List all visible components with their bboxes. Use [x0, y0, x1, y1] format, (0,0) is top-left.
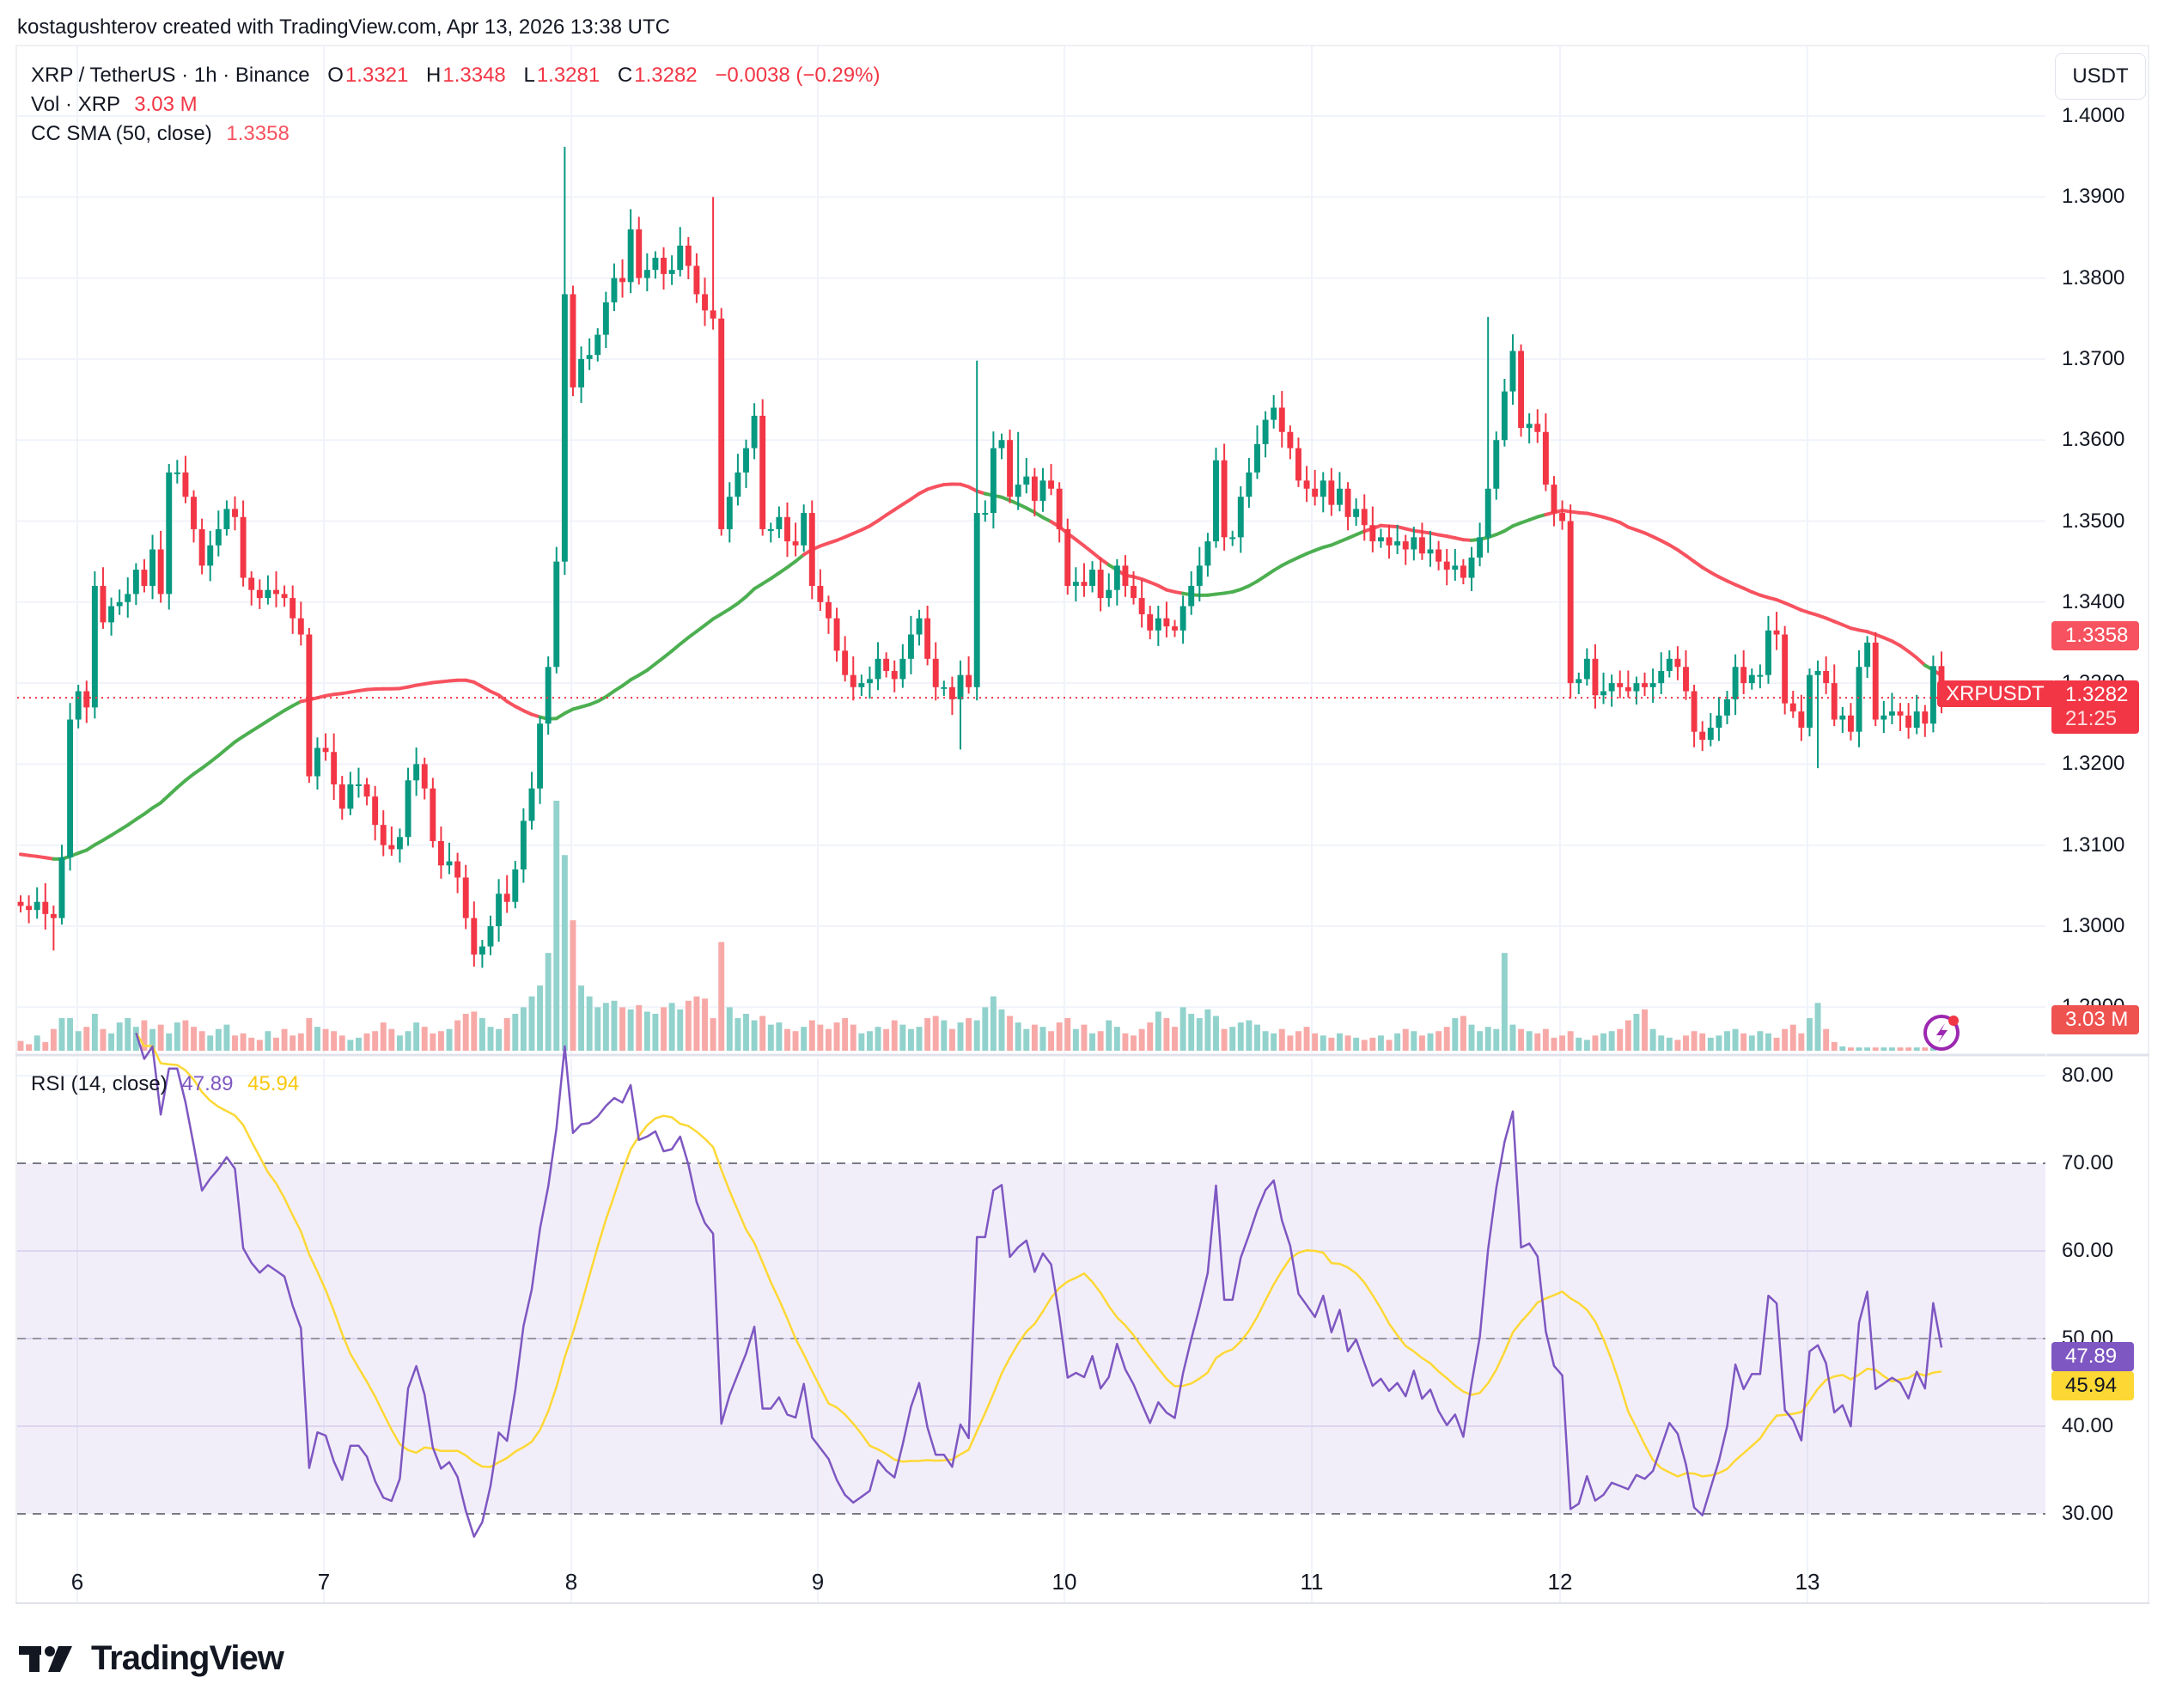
time-axis-label: 12 — [1547, 1569, 1573, 1595]
currency-button[interactable]: USDT — [2055, 53, 2146, 100]
rsi-label: RSI (14, close) — [31, 1072, 168, 1095]
rsi-ma-value: 45.94 — [247, 1072, 300, 1095]
tradingview-logo[interactable]: TradingView — [19, 1639, 284, 1678]
volume-label: Vol · XRP — [31, 93, 120, 116]
price-axis-label: 1.3200 — [2062, 752, 2125, 776]
time-axis-label: 7 — [317, 1569, 331, 1595]
price-axis-label: 1.3700 — [2062, 346, 2125, 370]
price-axis-label: 1.4000 — [2062, 104, 2125, 127]
low-label: L — [523, 64, 535, 87]
price-axis-label: 1.3100 — [2062, 833, 2125, 857]
close-label: C — [617, 64, 633, 87]
time-axis-label: 6 — [70, 1569, 84, 1595]
price-axis-label: 1.3600 — [2062, 428, 2125, 452]
tradingview-logo-icon — [19, 1645, 72, 1672]
rsi-axis-label: 30.00 — [2062, 1502, 2114, 1525]
logo-text: TradingView — [91, 1639, 284, 1677]
last-price-value: 1.3282 — [2065, 683, 2129, 706]
time-axis-label: 11 — [1300, 1569, 1324, 1595]
last-price-tag: 1.3282 21:25 — [2051, 680, 2139, 734]
price-axis-label: 1.3400 — [2062, 589, 2125, 613]
bar-countdown: 21:25 — [2065, 707, 2118, 730]
price-axis-label: 1.3000 — [2062, 914, 2125, 937]
high-label: H — [426, 64, 442, 87]
price-axis-label: 1.3500 — [2062, 509, 2125, 533]
time-axis-label: 13 — [1795, 1569, 1820, 1595]
symbol-legend[interactable]: XRP / TetherUS · 1h · Binance O1.3321 H1… — [31, 64, 880, 88]
volume-value: 3.03 M — [134, 93, 198, 116]
chart-credit: kostagushterov created with TradingView.… — [17, 15, 670, 39]
rsi-legend[interactable]: RSI (14, close) 47.89 45.94 — [31, 1072, 299, 1096]
volume-legend[interactable]: Vol · XRP 3.03 M — [31, 93, 198, 117]
lightning-icon[interactable] — [1921, 1010, 1966, 1055]
rsi-axis-label: 80.00 — [2062, 1064, 2114, 1087]
rsi-axis-label: 70.00 — [2062, 1151, 2114, 1174]
price-axis-label: 1.3900 — [2062, 185, 2125, 209]
rsi-ma-tag: 45.94 — [2051, 1371, 2134, 1400]
sma-value: 1.3358 — [226, 122, 290, 145]
close-value: 1.3282 — [634, 64, 698, 87]
price-axis-label: 1.3800 — [2062, 265, 2125, 290]
high-value: 1.3348 — [442, 64, 506, 87]
sma-price-tag: 1.3358 — [2051, 621, 2139, 650]
rsi-axis-label: 60.00 — [2062, 1239, 2114, 1262]
symbol-tag: XRPUSDT — [1937, 680, 2053, 707]
time-axis-label: 10 — [1051, 1569, 1077, 1595]
open-label: O — [327, 64, 344, 87]
rsi-axis-label: 40.00 — [2062, 1414, 2114, 1437]
time-axis-label: 9 — [811, 1569, 825, 1595]
time-axis-label: 8 — [564, 1569, 578, 1595]
rsi-value: 47.89 — [181, 1072, 234, 1095]
sma-label: CC SMA (50, close) — [31, 122, 212, 145]
open-value: 1.3321 — [344, 64, 409, 87]
symbol-title: XRP / TetherUS · 1h · Binance — [31, 64, 310, 87]
rsi-tag: 47.89 — [2051, 1342, 2134, 1371]
sma-legend[interactable]: CC SMA (50, close) 1.3358 — [31, 122, 290, 146]
volume-tag: 3.03 M — [2051, 1005, 2139, 1034]
change-value: −0.0038 (−0.29%) — [715, 64, 881, 87]
low-value: 1.3281 — [536, 64, 600, 87]
